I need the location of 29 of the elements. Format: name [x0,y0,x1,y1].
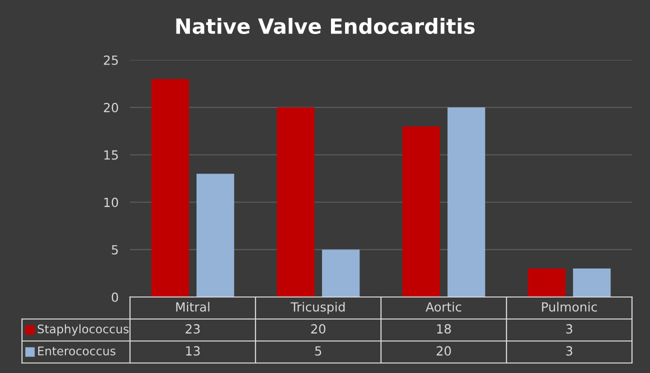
data-label: 23 [186,324,200,334]
bar [322,250,360,297]
chart-title: Native Valve Endocarditis [176,18,475,34]
data-label: 18 [437,324,451,334]
legend-label: Staphylococcus [38,324,129,336]
y-tick-label: 25 [104,55,118,65]
y-tick-label: 5 [112,245,118,255]
data-label: 3 [566,324,572,334]
x-tick-label: Mitral [176,302,210,312]
y-tick-label: 20 [104,102,118,112]
x-tick-label: Pulmonic [542,302,597,312]
bar [151,78,189,297]
data-label: 3 [566,346,572,356]
y-tick-label: 0 [112,292,118,302]
data-label: 20 [436,346,451,356]
bar [573,268,611,297]
data-label: 20 [311,324,326,334]
y-tick-label: 15 [104,150,118,160]
y-tick-label: 10 [104,198,118,208]
x-tick-label: Tricuspid [290,302,345,314]
bar [196,174,234,297]
bar [528,268,566,297]
data-label: 13 [186,346,200,356]
data-label: 5 [315,346,322,356]
bar [276,107,314,297]
x-tick-label: Aortic [426,302,462,312]
bar [448,107,486,297]
legend-label: Enterococcus [38,346,116,356]
bar [402,126,440,297]
